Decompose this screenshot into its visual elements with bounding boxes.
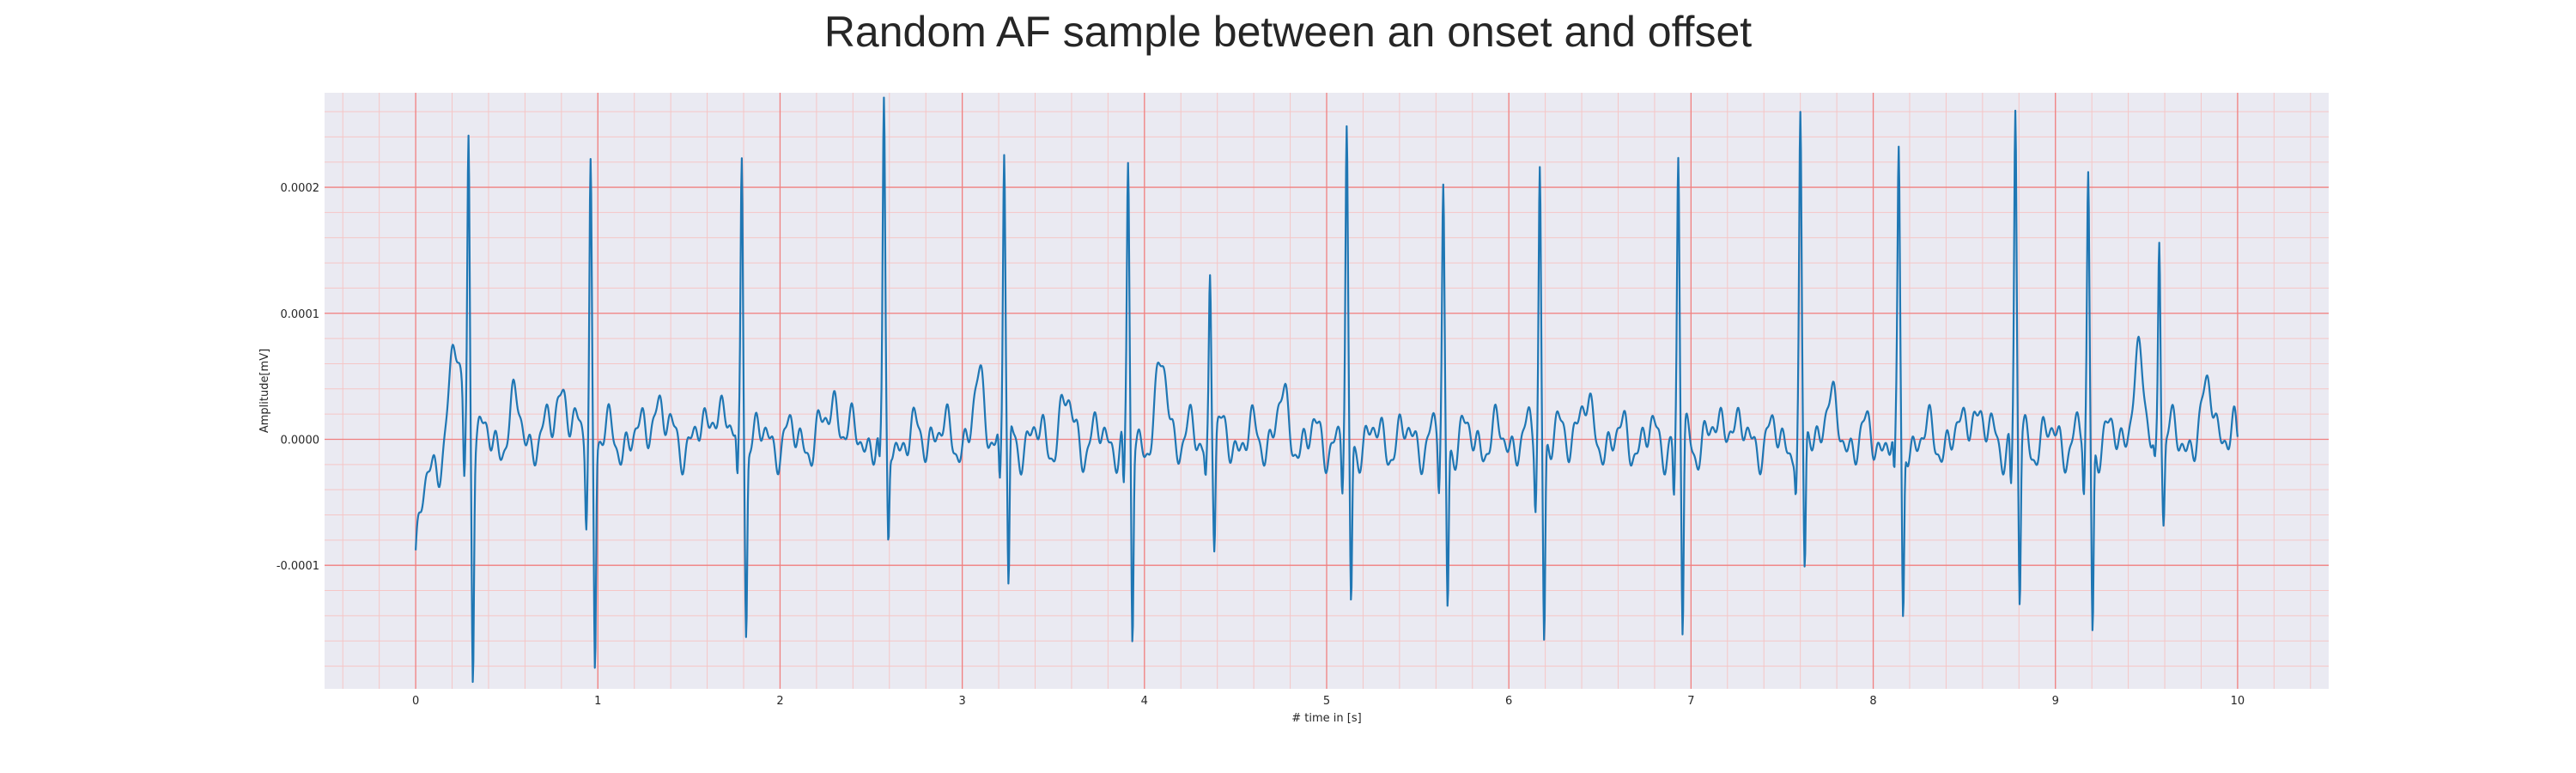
y-axis-ticks: -0.0001 0.0000 0.0001 0.0002 [276,182,319,573]
y-tick-label: 0.0002 [281,182,320,195]
x-tick-label: 9 [2052,695,2059,708]
chart-title: Random AF sample between an onset and of… [823,8,1753,56]
x-tick-label: 4 [1141,695,1148,708]
x-tick-label: 6 [1505,695,1512,708]
x-tick-label: 10 [2231,695,2245,708]
x-tick-label: 0 [412,695,419,708]
x-tick-label: 1 [594,695,601,708]
y-tick-label: -0.0001 [276,560,319,573]
x-axis-ticks: 0 1 2 3 4 5 6 7 8 9 10 [412,695,2245,708]
y-tick-label: 0.0001 [281,308,320,321]
x-tick-label: 7 [1687,695,1694,708]
x-tick-label: 8 [1869,695,1876,708]
x-tick-label: 2 [776,695,783,708]
x-axis-label: # time in [s] [1291,712,1361,725]
y-tick-label: 0.0000 [281,434,320,447]
x-tick-label: 5 [1323,695,1330,708]
y-axis-label: Amplitude[mV] [258,349,271,433]
major-grid [325,93,2329,689]
ecg-signal-line [414,96,2239,684]
x-tick-label: 3 [958,695,965,708]
